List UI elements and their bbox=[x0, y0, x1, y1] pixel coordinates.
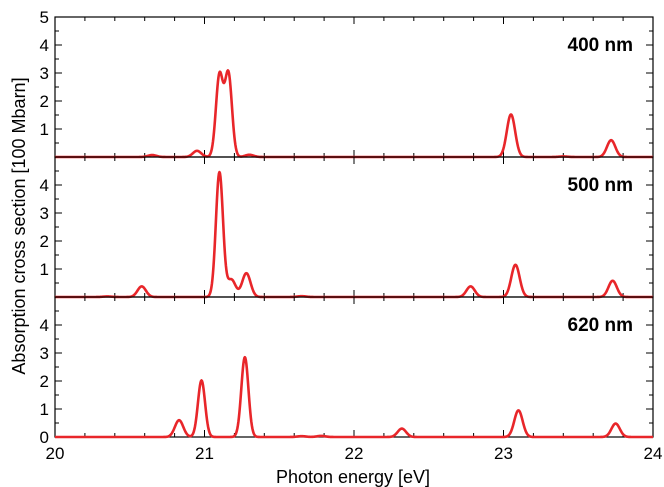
y-tick-label: 2 bbox=[40, 372, 49, 391]
spectrum-line-620-nm bbox=[54, 355, 654, 439]
x-axis: 20 21 22 23 24 bbox=[46, 444, 663, 463]
panel-frame bbox=[54, 16, 654, 158]
panel-frame bbox=[54, 296, 654, 438]
spectrum-line-400-nm bbox=[54, 69, 654, 159]
y-tick-label: 1 bbox=[40, 120, 49, 139]
panel-frame bbox=[54, 156, 654, 298]
panels: 1 2 3 4 5 400 nm 1 2 3 4 500 nm 0 1 2 3 4 620 nm bbox=[40, 8, 654, 447]
x-tick-label: 22 bbox=[345, 444, 364, 463]
panel-wavelength-label: 620 nm bbox=[568, 315, 633, 336]
y-tick-label: 4 bbox=[40, 36, 49, 55]
y-tick-label: 1 bbox=[40, 260, 49, 279]
x-tick-label: 20 bbox=[46, 444, 65, 463]
y-tick-label: 2 bbox=[40, 92, 49, 111]
x-tick-label: 24 bbox=[644, 444, 663, 463]
panel-1: 1 2 3 4 5 400 nm bbox=[40, 8, 654, 159]
y-tick-label: 4 bbox=[40, 176, 49, 195]
spectrum-line-500-nm bbox=[54, 170, 654, 299]
panel-2: 1 2 3 4 500 nm bbox=[40, 156, 654, 299]
panel-wavelength-label: 500 nm bbox=[568, 175, 633, 196]
y-tick-label: 5 bbox=[40, 8, 49, 27]
y-tick-label: 0 bbox=[40, 428, 49, 447]
y-tick-label: 4 bbox=[40, 316, 49, 335]
x-axis-title: Photon energy [eV] bbox=[276, 467, 430, 487]
panel-wavelength-label: 400 nm bbox=[568, 35, 633, 56]
y-tick-label: 3 bbox=[40, 64, 49, 83]
x-tick-label: 21 bbox=[195, 444, 214, 463]
panel-3: 0 1 2 3 4 620 nm bbox=[40, 296, 654, 447]
y-tick-label: 3 bbox=[40, 204, 49, 223]
y-tick-label: 3 bbox=[40, 344, 49, 363]
x-tick-label: 23 bbox=[494, 444, 513, 463]
y-tick-label: 1 bbox=[40, 400, 49, 419]
y-axis-title: Absorption cross section [100 Mbarn] bbox=[9, 77, 29, 374]
y-tick-label: 2 bbox=[40, 232, 49, 251]
